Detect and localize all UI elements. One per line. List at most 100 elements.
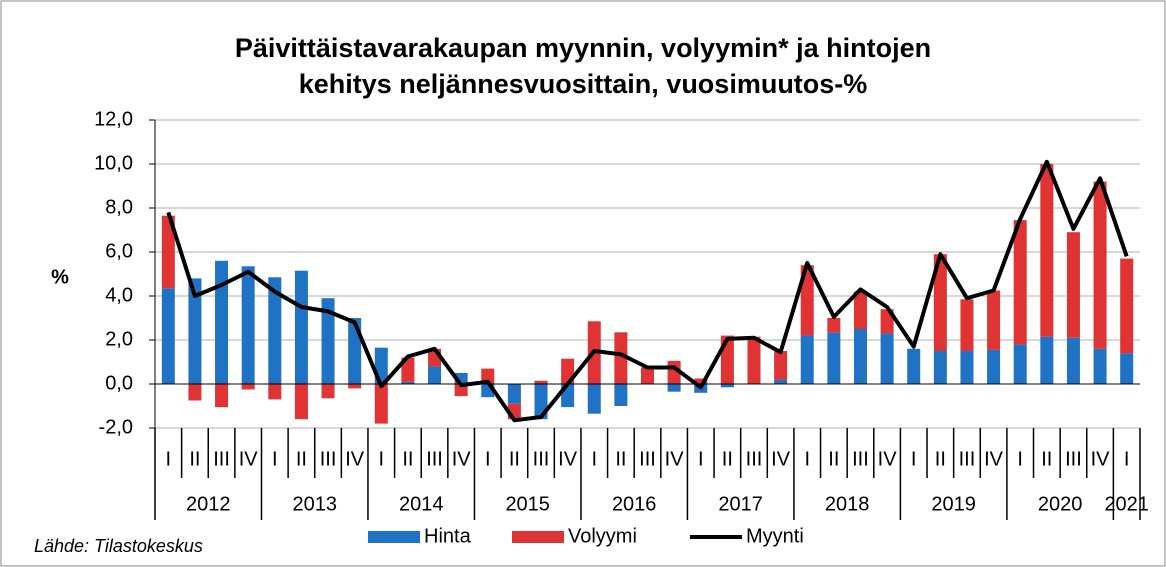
x-tick-label: I	[1017, 448, 1023, 470]
bar	[321, 384, 335, 399]
bar	[294, 270, 308, 384]
x-tick-label: I	[485, 448, 491, 470]
y-tick-label: 8,0	[105, 196, 133, 218]
x-tick-label: II	[509, 448, 520, 470]
x-tick-label: II	[296, 448, 307, 470]
x-tick-label: I	[166, 448, 172, 470]
year-label: 2018	[825, 493, 870, 515]
bar	[1013, 344, 1027, 384]
bar	[188, 278, 202, 384]
bar	[481, 368, 495, 384]
bar	[933, 351, 947, 384]
year-label: 2020	[1038, 493, 1083, 515]
x-tick-label: III	[426, 448, 443, 470]
bar	[161, 215, 175, 289]
chart-title: kehitys neljännesvuosittain, vuosimuutos…	[299, 69, 868, 99]
bar	[268, 277, 282, 384]
bar	[374, 384, 388, 424]
bar	[614, 332, 628, 384]
x-tick-label: II	[615, 448, 626, 470]
bar	[800, 265, 814, 336]
x-tick-label: II	[1041, 448, 1052, 470]
bar	[215, 260, 229, 384]
x-tick-label: I	[804, 448, 810, 470]
x-tick-label: IV	[771, 448, 791, 470]
bar	[933, 254, 947, 351]
bar	[1093, 181, 1107, 349]
bar	[1066, 232, 1080, 338]
x-tick-label: IV	[665, 448, 685, 470]
year-label: 2013	[292, 493, 337, 515]
x-tick-label: I	[1124, 448, 1130, 470]
x-tick-label: III	[1065, 448, 1082, 470]
x-tick-label: II	[402, 448, 413, 470]
y-tick-label: 0,0	[105, 372, 133, 394]
bar	[880, 333, 894, 384]
x-tick-label: II	[722, 448, 733, 470]
bar	[1040, 164, 1054, 337]
bar	[188, 384, 202, 401]
x-tick-label: I	[272, 448, 278, 470]
legend-label: Hinta	[424, 525, 472, 547]
bar	[641, 367, 654, 384]
bar	[987, 349, 1001, 384]
bar	[774, 379, 788, 384]
bar	[827, 332, 841, 384]
bar	[401, 357, 415, 382]
x-tick-label: II	[828, 448, 839, 470]
bar	[241, 384, 255, 390]
legend-label: Volyymi	[568, 525, 637, 547]
bar	[907, 348, 921, 384]
bar	[960, 351, 974, 384]
bar	[853, 291, 867, 329]
bar	[348, 318, 362, 384]
x-tick-label: I	[911, 448, 917, 470]
year-label: 2021	[1104, 493, 1149, 515]
x-tick-label: IV	[452, 448, 472, 470]
year-label: 2015	[505, 493, 550, 515]
bar	[667, 384, 681, 392]
x-tick-label: I	[591, 448, 597, 470]
x-tick-label: III	[852, 448, 869, 470]
chart-title: Päivittäistavarakaupan myynnin, volyymin…	[235, 33, 931, 63]
bar	[161, 288, 175, 384]
bar	[454, 384, 468, 397]
bar	[428, 366, 442, 384]
y-axis-label: %	[51, 266, 69, 288]
x-tick-label: I	[698, 448, 704, 470]
bar	[1013, 220, 1027, 345]
x-tick-label: II	[935, 448, 946, 470]
x-tick-label: III	[959, 448, 976, 470]
bar	[1066, 337, 1080, 384]
x-tick-label: III	[320, 448, 337, 470]
year-label: 2017	[718, 493, 763, 515]
bar	[1120, 258, 1134, 354]
bar	[321, 298, 335, 384]
bar	[241, 266, 255, 384]
bar	[800, 335, 814, 384]
x-tick-label: III	[639, 448, 656, 470]
bar	[534, 380, 548, 384]
bar	[694, 378, 708, 384]
bar	[268, 384, 282, 400]
bar	[853, 329, 867, 384]
x-tick-label: III	[533, 448, 550, 470]
year-label: 2016	[612, 493, 657, 515]
bar	[1093, 348, 1107, 384]
x-tick-label: II	[189, 448, 200, 470]
y-tick-label: 2,0	[105, 328, 133, 350]
bar	[507, 384, 521, 404]
line	[166, 159, 1129, 423]
x-tick-label: IV	[878, 448, 898, 470]
x-tick-label: III	[213, 448, 230, 470]
bar	[960, 299, 974, 351]
source: Lähde: Tilastokeskus	[34, 536, 203, 556]
bar	[987, 290, 1001, 350]
y-tick-label: 12,0	[94, 108, 133, 130]
bar	[827, 318, 841, 333]
y-tick-label: 6,0	[105, 240, 133, 262]
bar	[587, 384, 601, 414]
bar	[1040, 336, 1054, 384]
x-tick-label: IV	[1091, 448, 1111, 470]
